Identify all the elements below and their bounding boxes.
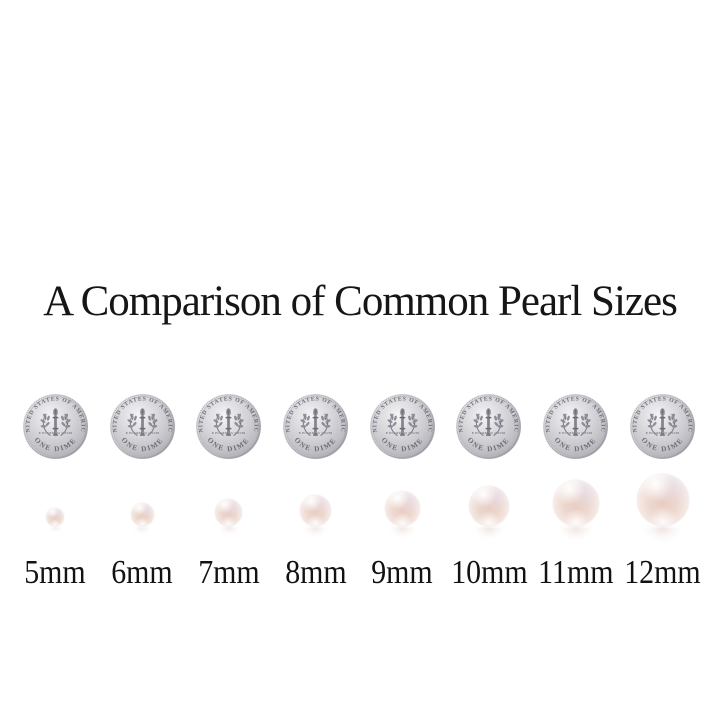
pearl-area	[384, 460, 420, 526]
size-label: 9mm	[371, 554, 433, 591]
pearl-image	[130, 503, 154, 526]
size-label: 8mm	[284, 554, 347, 591]
pearl-reflection	[469, 527, 508, 545]
pearl-image	[46, 508, 65, 526]
pearl-reflection	[553, 527, 598, 548]
pearl-reflection	[638, 527, 688, 550]
pearl-image	[636, 474, 689, 526]
dime-coin-icon	[629, 393, 696, 460]
pearl-image	[468, 486, 509, 526]
reflection-area	[131, 526, 154, 556]
reflection-area	[638, 526, 688, 556]
pearl-area	[299, 460, 331, 526]
pearl-image	[299, 495, 331, 526]
pearl-reflection	[131, 527, 154, 537]
pearl-area	[468, 460, 509, 526]
reflection-area	[469, 526, 508, 556]
pearl-area	[130, 460, 154, 526]
chart-title: A Comparison of Common Pearl Sizes	[43, 278, 678, 325]
size-label: 11mm	[538, 554, 614, 591]
size-label: 6mm	[111, 554, 173, 591]
size-column: 11mm	[532, 393, 619, 590]
size-column: 10mm	[446, 393, 533, 590]
dime-coin-icon	[368, 393, 436, 460]
pearl-image	[215, 499, 243, 526]
reflection-area	[385, 526, 419, 556]
size-column: 6mm	[99, 393, 186, 590]
dime-coin-icon	[195, 393, 262, 460]
dime-coin-icon	[108, 393, 176, 460]
pearl-image	[552, 480, 599, 526]
size-label: 12mm	[624, 554, 701, 591]
reflection-area	[553, 526, 598, 556]
dime-coin-icon	[21, 393, 89, 460]
pearl-reflection	[46, 527, 64, 535]
size-column: 12mm	[619, 393, 706, 590]
size-column: 9mm	[359, 393, 446, 590]
reflection-area	[215, 526, 242, 556]
dime-coin-icon	[281, 393, 349, 460]
pearl-area	[215, 460, 243, 526]
size-label: 7mm	[197, 554, 260, 591]
pearl-area	[46, 460, 65, 526]
pearl-image	[384, 491, 420, 526]
size-column: 5mm	[12, 393, 99, 590]
reflection-area	[46, 526, 64, 556]
pearl-reflection	[215, 527, 242, 539]
comparison-columns: 5mm 6mm 7mm 8m	[12, 393, 706, 590]
dime-coin-icon	[542, 393, 609, 460]
size-column: 7mm	[185, 393, 272, 590]
pearl-area	[552, 460, 599, 526]
size-column: 8mm	[272, 393, 359, 590]
size-label: 10mm	[450, 554, 528, 591]
dime-coin-icon	[455, 393, 523, 460]
size-label: 5mm	[24, 554, 87, 591]
pearl-reflection	[385, 527, 419, 543]
pearl-reflection	[300, 527, 330, 541]
pearl-area	[636, 460, 689, 526]
reflection-area	[300, 526, 330, 556]
